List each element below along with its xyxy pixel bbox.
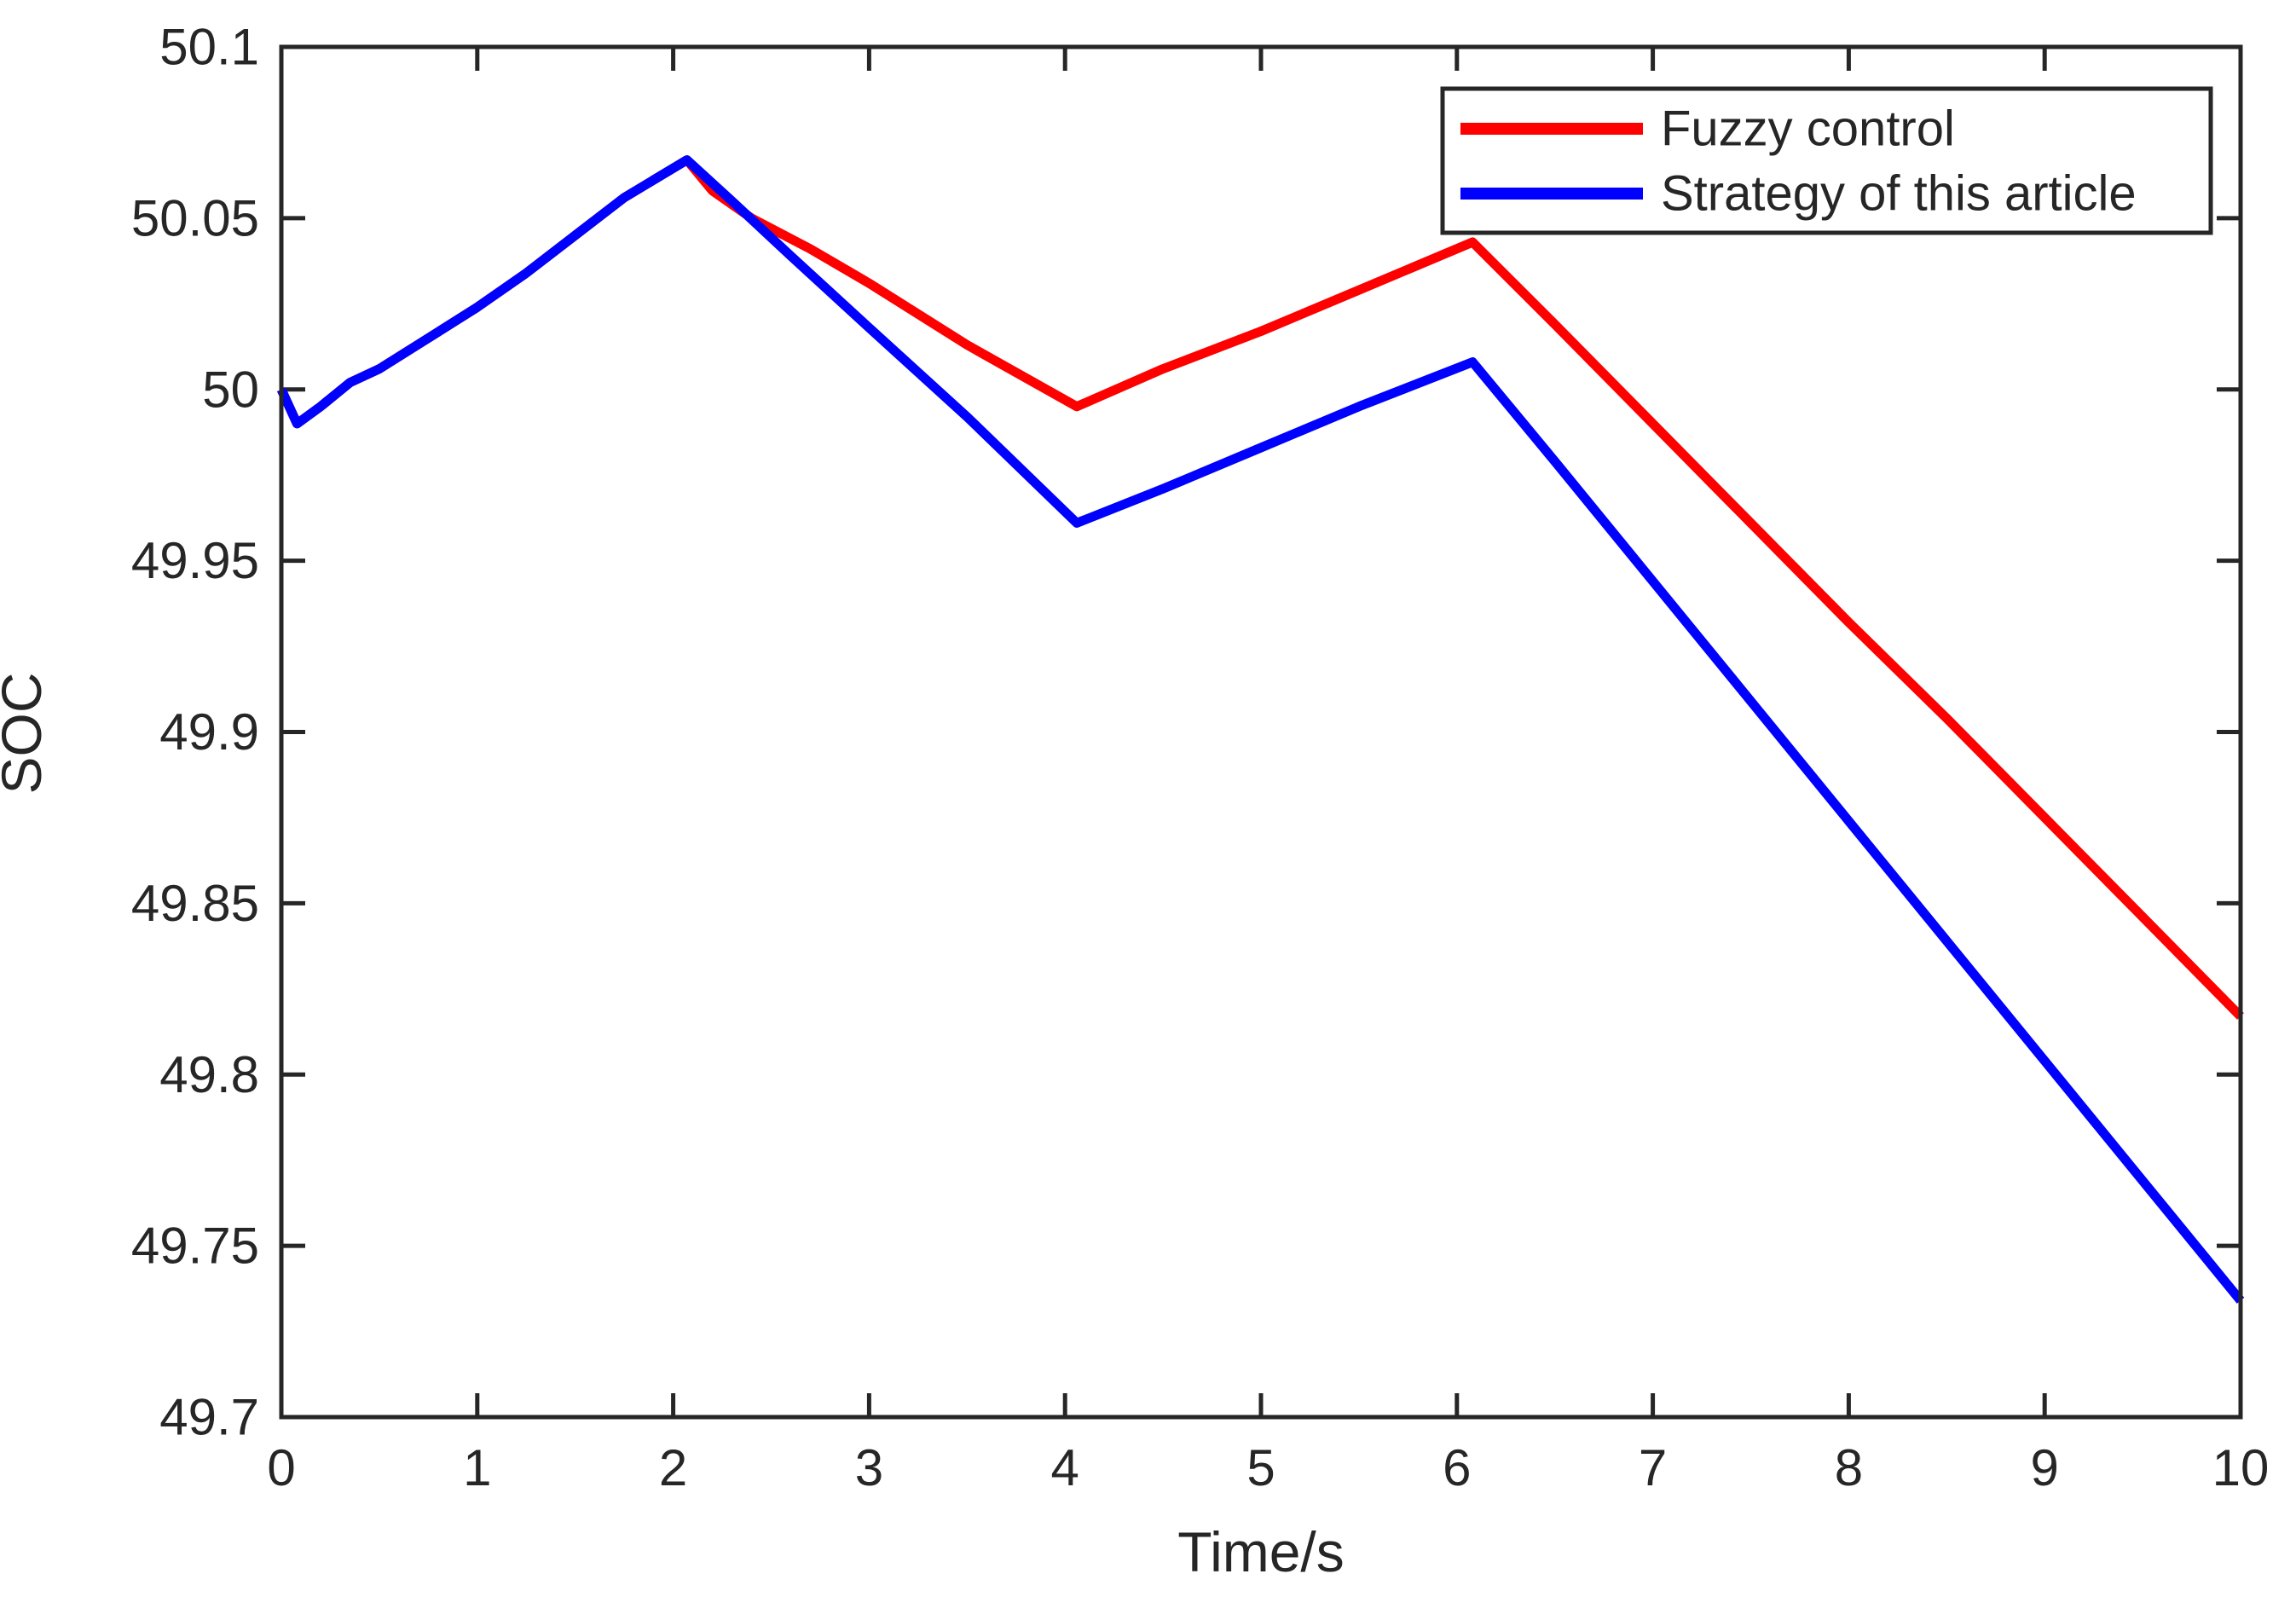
plot-border bbox=[279, 44, 2243, 1420]
y-tick-label: 49.9 bbox=[159, 703, 259, 761]
x-tick-label: 5 bbox=[1246, 1439, 1275, 1496]
ticks-layer: 0 1 2 3 4 5 6 7 8 9 10 49.7 49.75 49.8 49.85 49.9 49.95 5… bbox=[131, 19, 2270, 1497]
legend-box bbox=[1440, 86, 2213, 235]
y-tick-label: 49.75 bbox=[131, 1218, 259, 1275]
x-tick-label: 6 bbox=[1443, 1439, 1471, 1496]
y-tick-label: 50.05 bbox=[131, 189, 259, 246]
x-tick-label: 9 bbox=[2031, 1439, 2059, 1496]
y-tick-label: 49.95 bbox=[131, 532, 259, 589]
y-tick-label: 49.85 bbox=[131, 875, 259, 932]
y-tick-label: 50 bbox=[202, 361, 259, 418]
y-tick-label: 50.1 bbox=[159, 19, 259, 76]
series-layer bbox=[277, 155, 2245, 1304]
y-tick-label: 49.8 bbox=[159, 1046, 259, 1103]
x-tick-label: 1 bbox=[463, 1439, 491, 1496]
x-tick-label: 4 bbox=[1051, 1439, 1079, 1496]
x-tick-label: 2 bbox=[659, 1439, 687, 1496]
x-tick-label: 3 bbox=[855, 1439, 883, 1496]
series-line-fuzzy-control bbox=[277, 155, 2244, 1020]
x-tick-label: 0 bbox=[267, 1439, 295, 1496]
legend-label-fuzzy-control: Fuzzy control bbox=[1661, 101, 1955, 157]
legend-label-strategy-of-this-article: Strategy of this article bbox=[1661, 166, 2137, 222]
x-axis-label: Time/s bbox=[1177, 1520, 1345, 1583]
legend: Fuzzy control Strategy of this article bbox=[1440, 86, 2213, 235]
x-tick-label: 7 bbox=[1639, 1439, 1667, 1496]
y-axis-label: SOC bbox=[0, 672, 53, 794]
x-tick-label: 8 bbox=[1835, 1439, 1863, 1496]
y-tick-label: 49.7 bbox=[159, 1389, 259, 1446]
series-line-strategy-of-this-article bbox=[277, 155, 2245, 1304]
x-tick-label: 10 bbox=[2212, 1439, 2270, 1496]
